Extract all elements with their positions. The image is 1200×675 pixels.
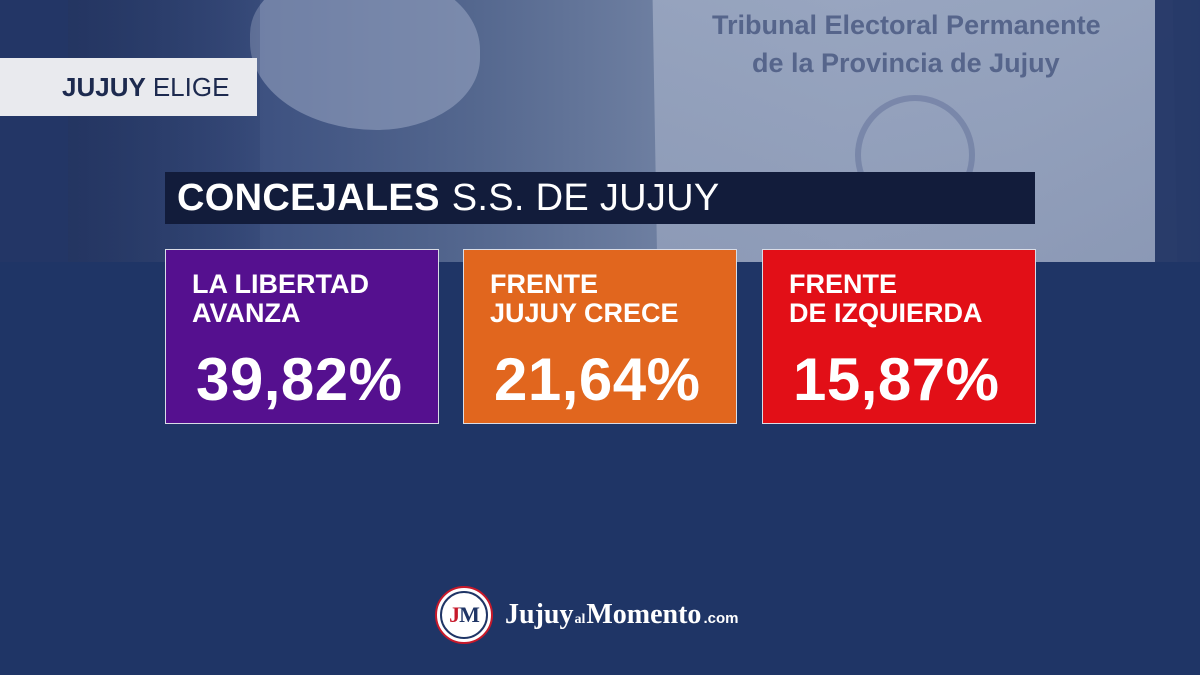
result-percent: 39,82% (196, 346, 403, 413)
jm-logo-j: J (449, 602, 460, 627)
result-card-la-libertad-avanza: LA LIBERTAD AVANZA 39,82% (165, 249, 439, 424)
section-tag: JUJUY ELIGE (0, 58, 257, 116)
brand-part-momento: Momento (586, 599, 702, 630)
page-title-bold: CONCEJALES (177, 176, 440, 219)
brand-wordmark: Jujuy al Momento .com (505, 599, 738, 631)
right-band (1155, 0, 1200, 262)
left-band (0, 0, 68, 262)
result-party-name: LA LIBERTAD AVANZA (192, 269, 369, 328)
result-card-frente-jujuy-crece: FRENTE JUJUY CRECE 21,64% (463, 249, 737, 424)
result-card-frente-de-izquierda: FRENTE DE IZQUIERDA 15,87% (762, 249, 1036, 424)
page-title-regular: S.S. DE JUJUY (451, 176, 720, 219)
brand-part-jujuy: Jujuy (505, 599, 574, 630)
brand-part-com: .com (703, 610, 739, 627)
result-percent: 21,64% (494, 346, 701, 413)
page-title: CONCEJALES S.S. DE JUJUY (165, 172, 1035, 224)
result-party-name: FRENTE JUJUY CRECE (490, 269, 679, 328)
result-party-name: FRENTE DE IZQUIERDA (789, 269, 983, 328)
result-percent: 15,87% (793, 346, 1000, 413)
section-tag-regular: ELIGE (152, 71, 230, 102)
jm-logo-m: M (459, 602, 480, 627)
background-sign-line-1: Tribunal Electoral Permanente (712, 10, 1101, 40)
background-sign-line-2: de la Provincia de Jujuy (752, 48, 1060, 78)
brand-part-al: al (574, 612, 586, 627)
background-hand (250, 0, 480, 130)
section-tag-bold: JUJUY (62, 71, 146, 102)
